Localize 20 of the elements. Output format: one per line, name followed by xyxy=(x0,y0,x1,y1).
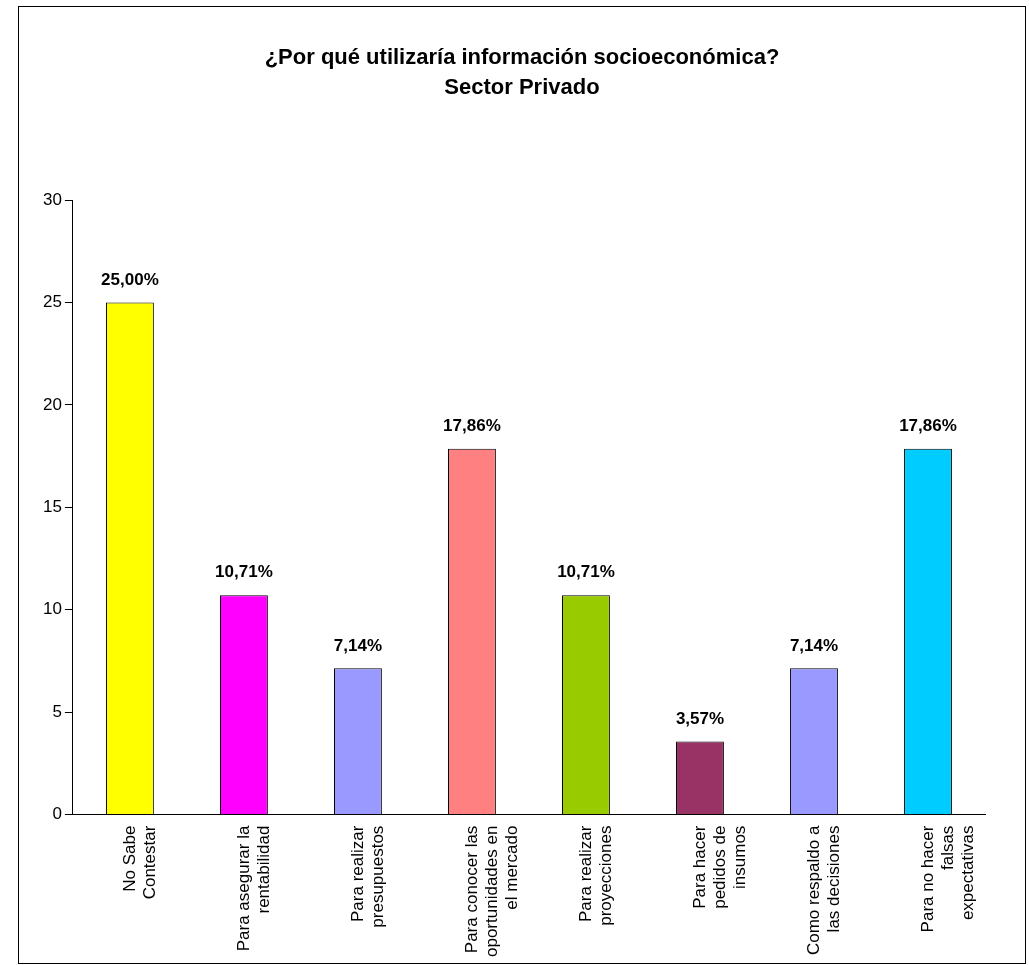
x-tick-label: No Sabe Contestar xyxy=(119,825,159,900)
data-label: 3,57% xyxy=(675,708,725,728)
y-tick-label: 10 xyxy=(42,599,62,619)
data-label: 7,14% xyxy=(333,635,383,655)
x-tick-label: Para hacer pedidos de insumos xyxy=(689,825,750,909)
data-label: 17,86% xyxy=(899,415,957,435)
data-label: 17,86% xyxy=(443,415,501,435)
y-tick-label: 30 xyxy=(42,189,62,209)
x-tick-label: Para asegurar la rentabilidad xyxy=(233,825,274,952)
chart-title: ¿Por qué utilizaría información socioeconómica? Sector Privado xyxy=(263,43,781,101)
y-tick-label: 25 xyxy=(42,292,62,312)
data-label: 7,14% xyxy=(789,635,839,655)
data-label: 25,00% xyxy=(101,269,159,289)
x-tick-label: Para conocer las oportunidades en el mercado xyxy=(461,825,522,958)
y-tick-label: 20 xyxy=(42,394,62,414)
data-label: 10,71% xyxy=(557,562,615,582)
data-label: 10,71% xyxy=(215,562,273,582)
y-tick-label: 15 xyxy=(42,497,62,516)
y-tick-label: 5 xyxy=(52,701,62,721)
y-tick-label: 0 xyxy=(52,804,62,824)
